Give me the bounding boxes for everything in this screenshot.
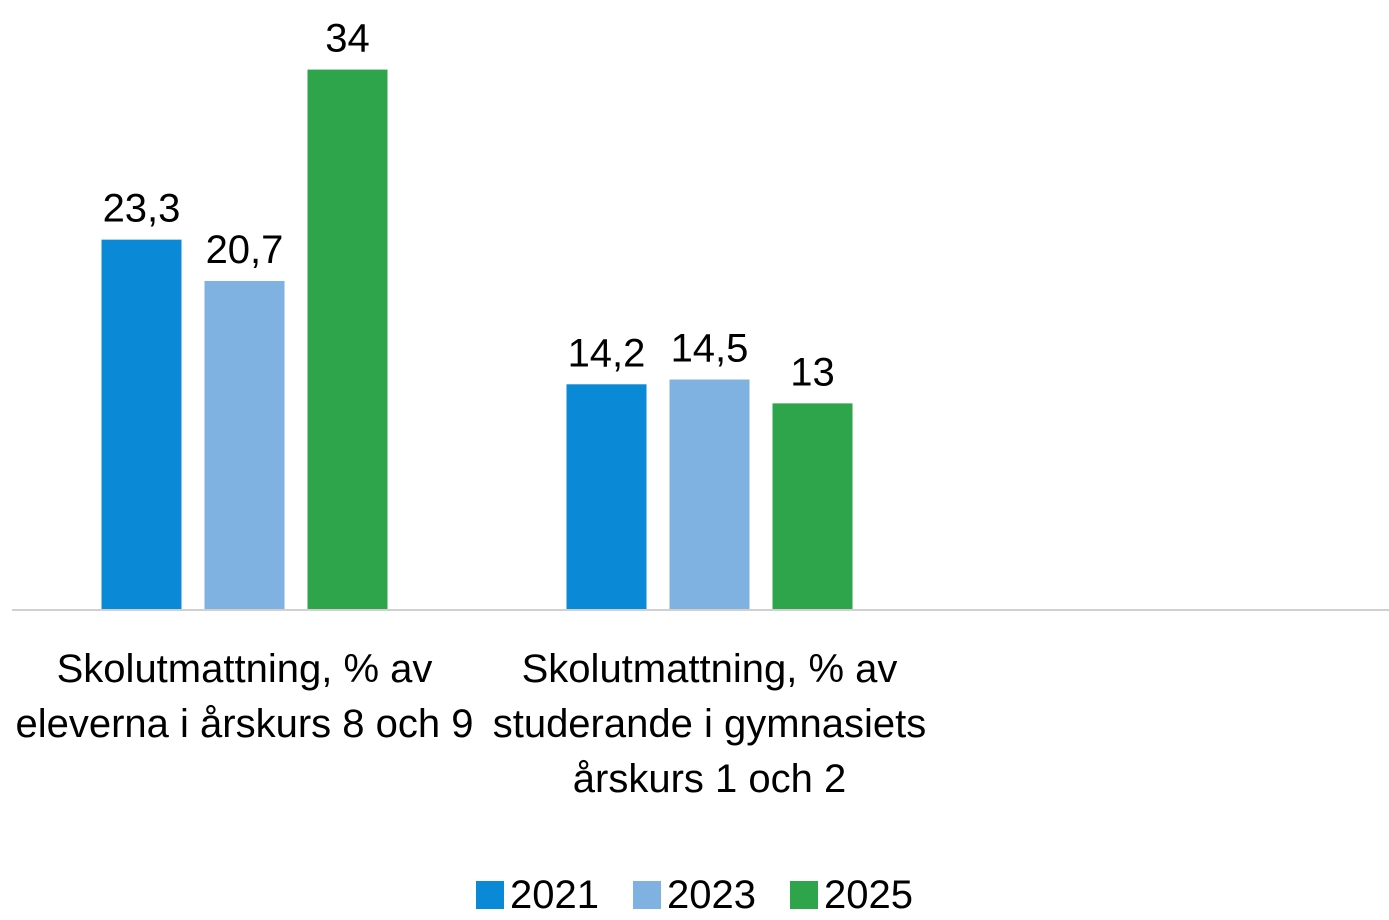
data-label: 34 [325,17,370,61]
bar [307,69,388,610]
bar [204,280,285,610]
legend: 2021 2023 2025 [0,870,1389,920]
legend-swatch [476,881,505,909]
data-label: 23,3 [103,187,181,231]
bar [566,384,647,610]
data-label: 14,5 [671,327,749,371]
data-label: 13 [790,350,835,394]
legend-label: 2021 [510,873,599,917]
x-tick-label: Skolutmattning, % av eleverna i årskurs … [15,647,474,746]
legend-item: 2025 [789,870,913,920]
x-tick-label: Skolutmattning, % av studerande i gymnas… [492,647,927,801]
data-label: 20,7 [206,228,284,272]
bar [669,379,750,610]
data-label: 14,2 [568,331,646,375]
legend-label: 2025 [823,873,913,917]
legend-item: 2023 [633,870,756,920]
bar [772,403,853,610]
legend-label: 2023 [667,873,756,917]
bar [101,239,182,610]
legend-swatch [633,881,661,909]
legend-swatch [789,881,818,909]
legend-item: 2021 [476,870,599,920]
